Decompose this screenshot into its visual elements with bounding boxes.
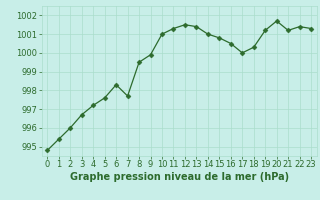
X-axis label: Graphe pression niveau de la mer (hPa): Graphe pression niveau de la mer (hPa): [70, 172, 289, 182]
